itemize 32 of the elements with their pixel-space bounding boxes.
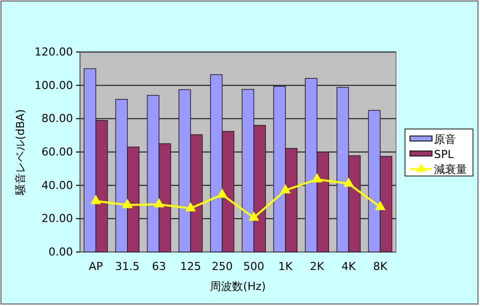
point <box>185 202 196 212</box>
point <box>374 200 386 210</box>
point <box>90 194 102 204</box>
x-tick-label: 250 <box>212 260 233 273</box>
point <box>122 198 133 208</box>
x-tick-label: 63 <box>152 260 166 273</box>
x-tick-label: 1K <box>278 260 294 273</box>
x-tick-label: 4K <box>341 260 356 273</box>
y-tick-label: 40.00 <box>42 178 73 192</box>
y-tick-label: 100.00 <box>34 78 73 92</box>
x-tick-label: 8K <box>373 260 388 273</box>
y-tick-label: 60.00 <box>42 146 73 159</box>
point <box>216 188 228 198</box>
point <box>280 184 291 194</box>
x-tick-label: 500 <box>243 260 264 273</box>
point <box>312 173 322 182</box>
y-tick-label: 20.00 <box>42 212 73 226</box>
x-axis-title: 周波数(Hz) <box>210 280 266 293</box>
y-tick-label: 80.00 <box>42 112 73 126</box>
x-tick-label: 125 <box>180 260 202 273</box>
point <box>343 177 354 187</box>
y-tick-label: 120.00 <box>34 46 73 59</box>
x-tick-label: 31.5 <box>115 260 140 273</box>
y-tick-label: 0.00 <box>48 246 73 259</box>
legend-label: 減衰量 <box>434 163 467 176</box>
x-tick-label: 2K <box>310 260 325 273</box>
y-axis-title: 騒音レベル(dBA) <box>14 109 27 196</box>
point <box>154 198 164 208</box>
x-tick-label: AP <box>88 260 104 273</box>
point <box>248 211 260 221</box>
legend-label: SPL <box>434 148 455 161</box>
legend-label: 原音 <box>434 133 456 146</box>
